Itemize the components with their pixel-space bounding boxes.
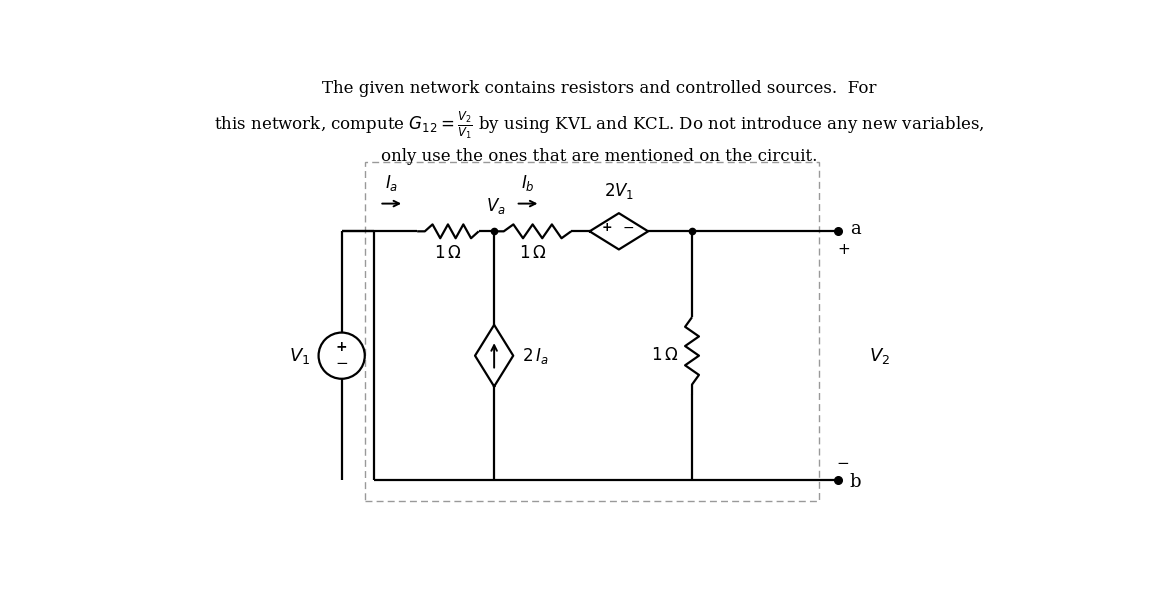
Text: +: +	[838, 241, 851, 257]
Text: −: −	[622, 221, 634, 234]
Text: $V_2$: $V_2$	[869, 346, 890, 366]
Text: $I_b$: $I_b$	[521, 173, 535, 193]
Text: a: a	[849, 220, 861, 238]
Text: +: +	[336, 340, 347, 354]
Text: +: +	[601, 221, 612, 234]
Text: $1\,\Omega$: $1\,\Omega$	[519, 245, 546, 262]
Text: b: b	[849, 473, 861, 490]
Text: −: −	[837, 457, 849, 471]
Text: $2\,I_a$: $2\,I_a$	[523, 346, 549, 366]
Text: The given network contains resistors and controlled sources.  For
this network, : The given network contains resistors and…	[214, 79, 985, 165]
Text: $1\,\Omega$: $1\,\Omega$	[651, 347, 679, 364]
Text: $V_1$: $V_1$	[289, 346, 310, 366]
Text: $V_a$: $V_a$	[486, 196, 505, 216]
Text: $I_a$: $I_a$	[385, 173, 398, 193]
Text: $1\,\Omega$: $1\,\Omega$	[434, 245, 462, 262]
Text: −: −	[336, 356, 347, 371]
Text: $2V_1$: $2V_1$	[604, 181, 634, 201]
